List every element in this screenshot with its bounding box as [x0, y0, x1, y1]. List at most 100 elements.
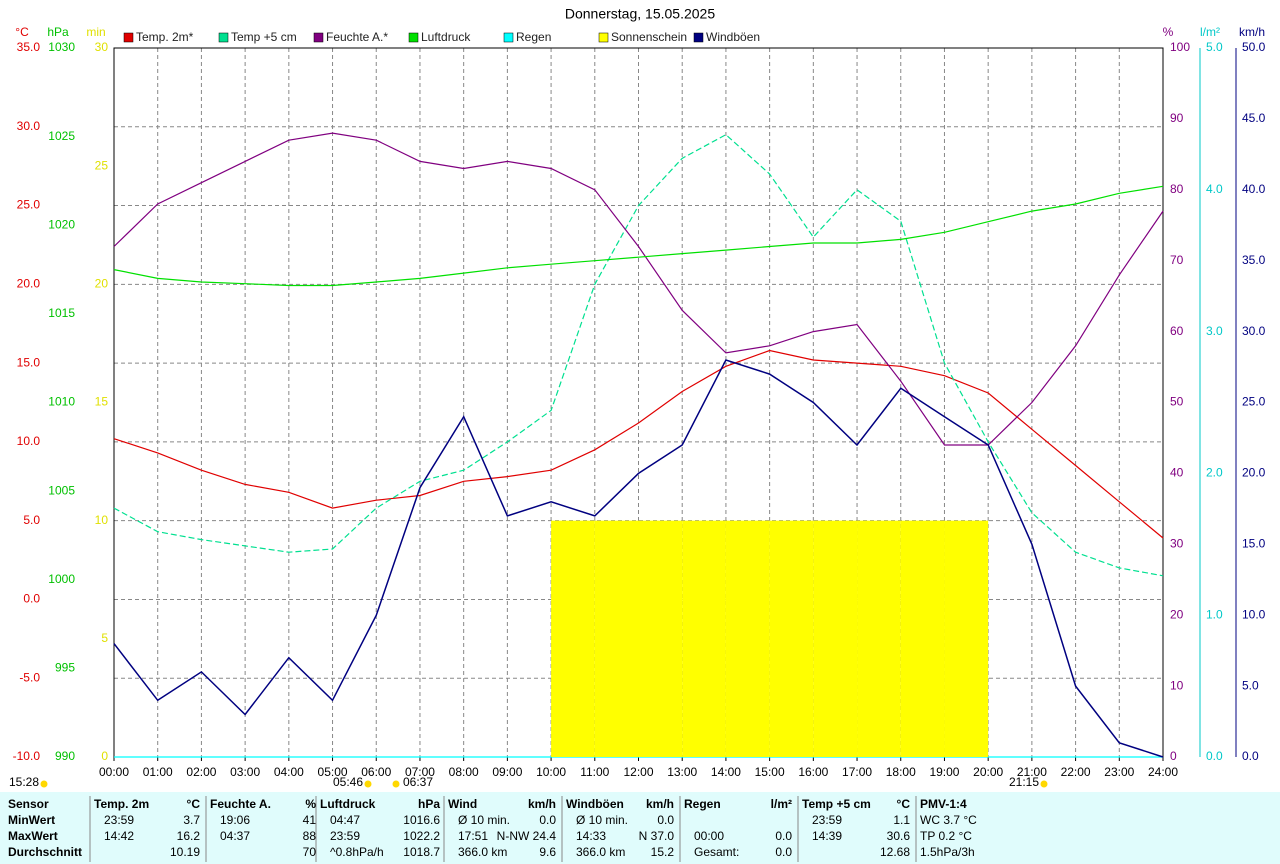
cell-text: 04:37	[220, 829, 250, 843]
y-tick-label: 0.0	[1242, 749, 1259, 763]
cell-value: N-NW 24.4	[497, 829, 557, 843]
x-tick-label: 04:00	[274, 765, 304, 779]
y-tick-label: 3.0	[1206, 324, 1223, 338]
y-tick-label: 10.0	[1242, 607, 1266, 621]
row-label: MaxWert	[8, 829, 58, 843]
x-tick-label: 10:00	[536, 765, 566, 779]
series-line	[113, 349, 1164, 539]
x-tick-label: 01:00	[143, 765, 173, 779]
y-tick-label: 40.0	[1242, 182, 1266, 196]
cell-value: 88	[303, 829, 317, 843]
cell-text: ^0.8hPa/h	[330, 845, 384, 859]
cell-value: 1.1	[893, 813, 910, 827]
x-tick-label: 08:00	[449, 765, 479, 779]
cell-value: 10.19	[170, 845, 200, 859]
cell-text: TP 0.2 °C	[920, 829, 972, 843]
table-header: Windböen	[566, 797, 624, 811]
cell-text: Ø 10 min.	[458, 813, 510, 827]
cell-value: 0.0	[775, 829, 792, 843]
axis-unit: l/m²	[1200, 25, 1220, 39]
y-tick-label: 50	[1170, 395, 1184, 409]
series-line	[113, 133, 1164, 577]
y-tick-label: 30	[95, 40, 109, 54]
sun-time: 21:15	[1009, 775, 1039, 789]
x-tick-label: 07:00	[405, 765, 435, 779]
cell-value: 1016.6	[403, 813, 440, 827]
y-tick-label: 1030	[48, 40, 75, 54]
y-tick-label: 15	[95, 395, 109, 409]
y-tick-label: 10.0	[17, 434, 41, 448]
axis-unit: %	[1163, 25, 1174, 39]
y-tick-label: -10.0	[13, 749, 41, 763]
x-tick-label: 21:00	[1017, 765, 1047, 779]
cell-value: 0.0	[539, 813, 556, 827]
y-tick-label: 5.0	[1206, 40, 1223, 54]
y-tick-label: 40	[1170, 466, 1184, 480]
y-tick-label: 0.0	[23, 592, 40, 606]
cell-value: 41	[303, 813, 317, 827]
cell-text: 23:59	[104, 813, 134, 827]
y-tick-label: 5.0	[23, 513, 40, 527]
y-tick-label: 45.0	[1242, 111, 1266, 125]
cell-text: 14:42	[104, 829, 134, 843]
cell-value: 12.68	[880, 845, 910, 859]
cell-value: 15.2	[651, 845, 675, 859]
legend-swatch	[123, 32, 134, 43]
cell-value: 0.0	[657, 813, 674, 827]
y-tick-label: 35.0	[17, 40, 41, 54]
y-tick-label: 10	[95, 513, 109, 527]
table-header: Wind	[448, 797, 477, 811]
cell-text: 14:39	[812, 829, 842, 843]
y-tick-label: 70	[1170, 253, 1184, 267]
table-header: Luftdruck	[320, 797, 376, 811]
table-header: Sensor	[8, 797, 49, 811]
y-tick-label: 1025	[48, 129, 75, 143]
table-header-unit: km/h	[528, 797, 556, 811]
y-tick-label: 20.0	[17, 277, 41, 291]
sun-icon	[1040, 780, 1048, 788]
y-tick-label: 15.0	[1242, 536, 1266, 550]
y-tick-label: 990	[55, 749, 75, 763]
y-tick-label: 5.0	[1242, 678, 1259, 692]
y-tick-label: 10	[1170, 678, 1184, 692]
cell-text: 04:47	[330, 813, 360, 827]
legend-label: Temp. 2m*	[136, 30, 194, 44]
y-tick-label: 30.0	[17, 119, 41, 133]
table-header: Temp +5 cm	[802, 797, 871, 811]
sunshine-bar	[638, 520, 683, 757]
legend-swatch	[218, 32, 229, 43]
sunshine-bar	[769, 520, 814, 757]
y-tick-label: 1010	[48, 395, 75, 409]
legend-swatch	[598, 32, 609, 43]
y-tick-label: 1020	[48, 217, 75, 231]
sun-time: 15:28	[9, 775, 39, 789]
x-tick-label: 03:00	[230, 765, 260, 779]
y-tick-label: 15.0	[17, 355, 41, 369]
cell-text: 1.5hPa/3h	[920, 845, 975, 859]
axis-unit: min	[86, 25, 105, 39]
row-label: Durchschnitt	[8, 845, 82, 859]
y-tick-label: 1.0	[1206, 607, 1223, 621]
cell-text: WC 3.7 °C	[920, 813, 977, 827]
cell-value: 16.2	[177, 829, 201, 843]
x-tick-label: 06:00	[361, 765, 391, 779]
sunshine-bar	[900, 520, 945, 757]
y-tick-label: 0	[1170, 749, 1177, 763]
x-tick-label: 02:00	[186, 765, 216, 779]
table-header-unit: km/h	[646, 797, 674, 811]
legend-label: Sonnenschein	[611, 30, 687, 44]
y-tick-label: 30	[1170, 536, 1184, 550]
sunshine-bar	[682, 520, 726, 757]
legend-swatch	[693, 32, 704, 43]
cell-value: N 37.0	[639, 829, 675, 843]
cell-value: 30.6	[887, 829, 911, 843]
cell-text: 19:06	[220, 813, 250, 827]
y-tick-label: 1015	[48, 306, 75, 320]
series-line	[113, 359, 1164, 758]
x-tick-label: 22:00	[1061, 765, 1091, 779]
cell-value: 1018.7	[403, 845, 440, 859]
sun-icon	[392, 780, 400, 788]
y-tick-label: 25.0	[17, 198, 41, 212]
x-tick-label: 09:00	[492, 765, 522, 779]
